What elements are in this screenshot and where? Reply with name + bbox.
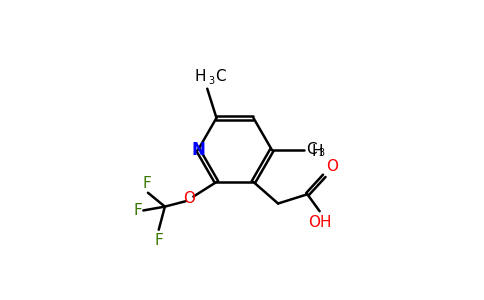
Text: F: F bbox=[133, 203, 142, 218]
Text: 3: 3 bbox=[209, 76, 215, 85]
Text: F: F bbox=[154, 233, 163, 248]
Text: O: O bbox=[183, 191, 196, 206]
Text: C: C bbox=[215, 69, 226, 84]
Text: F: F bbox=[142, 176, 151, 191]
Text: H: H bbox=[194, 69, 206, 84]
Text: 3: 3 bbox=[318, 148, 324, 158]
Text: N: N bbox=[191, 141, 205, 159]
Text: OH: OH bbox=[308, 215, 332, 230]
Text: H: H bbox=[312, 144, 323, 159]
Text: C: C bbox=[306, 142, 317, 157]
Text: O: O bbox=[326, 159, 338, 174]
